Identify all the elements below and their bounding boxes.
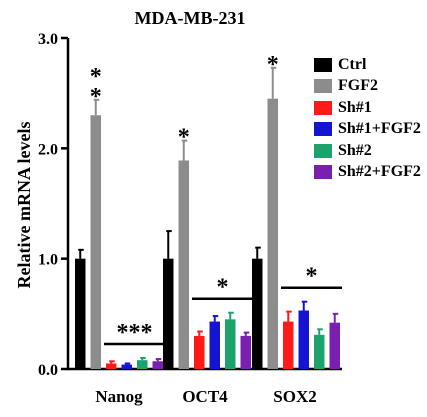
y-tick-label: 2.0 — [38, 141, 58, 158]
significance-asterisk: * — [306, 264, 318, 290]
significance-asterisk: *** — [117, 320, 153, 346]
x-tick-label: SOX2 — [273, 387, 316, 406]
bar-sox2-sh-2-fgf2 — [329, 322, 340, 369]
bar-sox2-sh-1-fgf2 — [298, 310, 309, 369]
legend-label: Sh#1 — [338, 98, 372, 116]
legend-item: Ctrl — [314, 54, 426, 76]
x-tick-label: Nanog — [95, 387, 143, 406]
bar-oct4-sh-1-fgf2 — [209, 321, 220, 369]
legend-item: Sh#2 — [314, 140, 426, 162]
legend-swatch — [314, 122, 332, 137]
legend-item: FGF2 — [314, 76, 426, 98]
legend-item: Sh#2+FGF2 — [314, 162, 426, 184]
significance-asterisk: * — [90, 64, 102, 90]
legend-swatch — [314, 57, 332, 72]
bar-sox2-sh-2 — [314, 334, 325, 369]
significance-asterisk: * — [178, 125, 190, 151]
bar-nanog-sh-1-fgf2 — [121, 364, 132, 369]
bar-nanog-sh-2 — [137, 360, 148, 369]
legend-label: Sh#2 — [338, 141, 372, 159]
bar-oct4-sh-2 — [225, 319, 236, 369]
bar-oct4-sh-1 — [194, 335, 205, 369]
legend-swatch — [314, 165, 332, 180]
legend-item: Sh#1 — [314, 97, 426, 119]
x-axis-tick-labels: Nanog OCT4 SOX2 — [95, 387, 316, 406]
error-bar-marks — [78, 66, 339, 365]
y-tick-label: 3.0 — [38, 31, 58, 48]
bar-nanog-sh-1 — [106, 363, 117, 369]
legend-label: Sh#2+FGF2 — [338, 163, 421, 181]
bar-nanog-fgf2 — [90, 115, 101, 369]
y-axis-ticks: 0.0 1.0 2.0 3.0 — [38, 31, 68, 379]
y-tick-label: 0.0 — [38, 362, 58, 379]
significance-annotations: ******** * — [90, 52, 342, 346]
legend: Ctrl FGF2 Sh#1 Sh#1+FGF2 Sh#2 Sh#2+FGF2 — [314, 54, 426, 183]
legend-item: Sh#1+FGF2 — [314, 119, 426, 141]
significance-asterisk: * — [217, 275, 229, 301]
legend-swatch — [314, 79, 332, 94]
legend-label: Ctrl — [338, 55, 367, 73]
bar-oct4-sh-2-fgf2 — [240, 335, 251, 369]
legend-swatch — [314, 100, 332, 115]
bar-sox2-sh-1 — [283, 321, 294, 369]
bar-nanog-sh-2-fgf2 — [152, 361, 163, 369]
x-tick-label: OCT4 — [182, 387, 228, 406]
bar-oct4-ctrl — [163, 258, 174, 369]
bar-oct4-fgf2 — [178, 160, 189, 369]
legend-label: FGF2 — [338, 77, 378, 95]
y-axis-label: Relative mRNA levels — [14, 122, 34, 289]
chart-title: MDA-MB-231 — [135, 8, 246, 28]
significance-asterisk: * — [90, 84, 102, 110]
legend-label: Sh#1+FGF2 — [338, 120, 421, 138]
y-tick-label: 1.0 — [38, 252, 58, 269]
legend-swatch — [314, 143, 332, 158]
bar-sox2-ctrl — [252, 258, 263, 369]
significance-asterisk: * — [267, 52, 279, 78]
bar-marks — [75, 98, 340, 369]
bar-sox2-fgf2 — [267, 98, 278, 369]
bar-nanog-ctrl — [75, 258, 86, 369]
